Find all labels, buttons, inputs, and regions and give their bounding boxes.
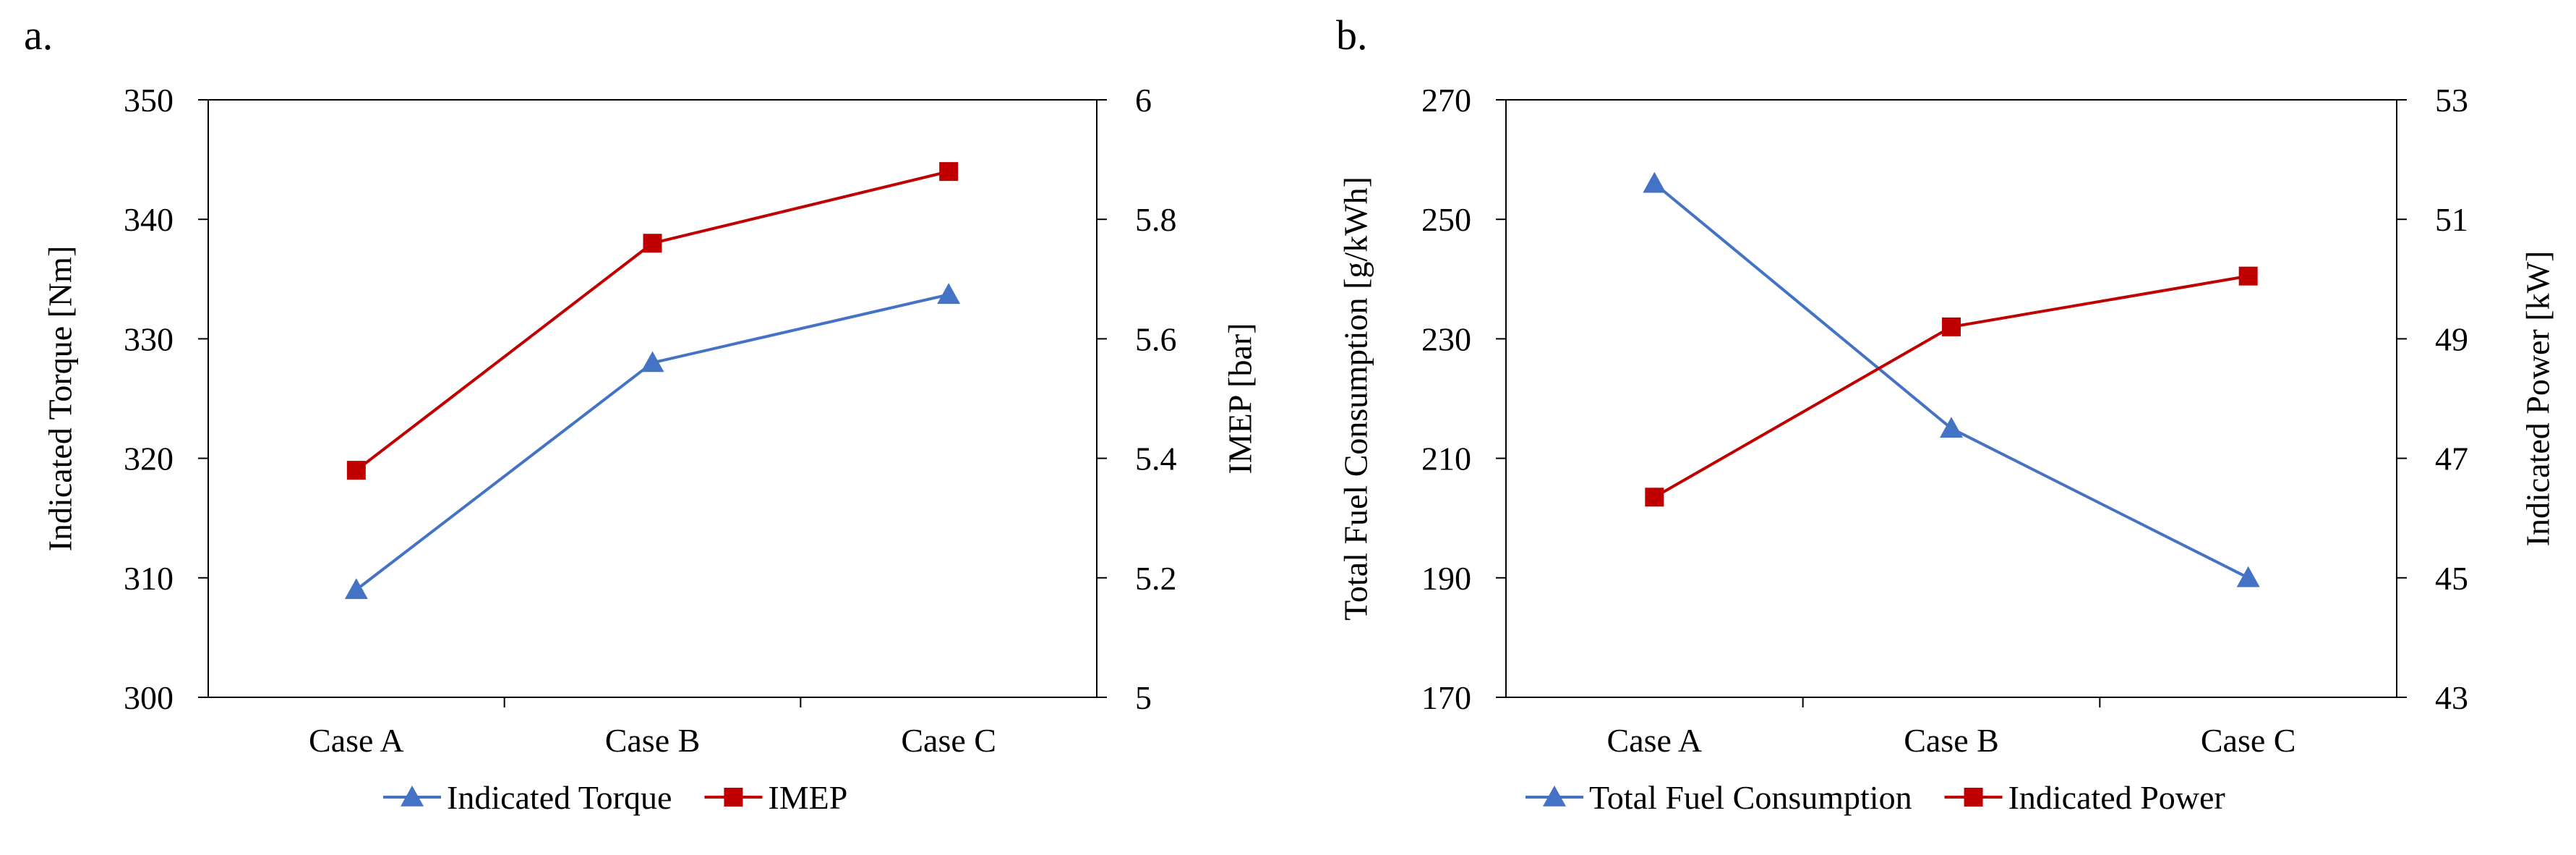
y2-tick-label: 47: [2435, 441, 2468, 477]
plot-frame: [1505, 99, 2397, 698]
x-tick-label: Case B: [1904, 722, 1999, 759]
legend-label-2: IMEP: [768, 779, 847, 816]
y-tick-label: 320: [124, 441, 174, 477]
plot-frame: [207, 99, 1097, 698]
y2-tick-label: 5: [1135, 679, 1152, 716]
y2-axis-title: Indicated Power [kW]: [2520, 251, 2556, 547]
y-tick-label: 230: [1421, 320, 1471, 357]
chart-panel-1: a. Case A Case B Case C 300 310 320 330 340 350 5 5…: [24, 12, 1259, 816]
series-line-2: [1653, 274, 2249, 499]
legend-marker-2: [724, 788, 743, 807]
data-point-series-1: [344, 578, 368, 600]
y-axis-title: Indicated Torque [Nm]: [42, 246, 79, 552]
legend-label-1: Indicated Torque: [447, 779, 672, 816]
y-tick-label: 270: [1421, 82, 1471, 119]
data-point-series-1: [1643, 171, 1666, 193]
y2-tick-label: 53: [2435, 82, 2468, 119]
legend-marker-1: [1543, 786, 1566, 807]
y2-tick-label: 51: [2435, 201, 2468, 238]
y2-tick-label: 5.8: [1135, 201, 1177, 238]
data-point-series-2: [643, 234, 662, 253]
x-tick-label: Case A: [1607, 722, 1703, 759]
panel-label: a.: [24, 12, 53, 59]
series-line-2: [355, 170, 949, 472]
y-tick-label: 340: [124, 201, 174, 238]
data-point-series-2: [1645, 488, 1664, 507]
y2-axis-title: IMEP [bar]: [1222, 323, 1259, 474]
data-point-series-2: [2238, 266, 2258, 286]
x-tick-label: Case A: [309, 722, 404, 759]
legend-marker-1: [401, 786, 424, 807]
series-line-1: [355, 293, 949, 591]
series-line-1: [1653, 182, 2249, 579]
y2-tick-label: 5.6: [1135, 320, 1177, 357]
y2-tick-label: 49: [2435, 320, 2468, 357]
chart-panel-2: b. Case A Case B Case C 170 190 210 230 250 270 43…: [1336, 12, 2556, 816]
y-tick-label: 330: [124, 320, 174, 357]
y2-tick-label: 5.2: [1135, 560, 1177, 597]
y2-tick-label: 43: [2435, 679, 2468, 716]
data-point-series-1: [2236, 566, 2260, 587]
data-point-series-1: [1940, 417, 1963, 438]
y-axis-title: Total Fuel Consumption [g/kWh]: [1338, 176, 1374, 621]
x-tick-label: Case C: [2201, 722, 2296, 759]
y2-tick-label: 6: [1135, 82, 1152, 119]
panel-label: b.: [1336, 12, 1368, 59]
x-tick-label: Case C: [901, 722, 996, 759]
y-tick-label: 300: [124, 679, 174, 716]
legend-label-2: Indicated Power: [2008, 779, 2225, 816]
data-point-series-2: [939, 162, 959, 182]
data-point-series-2: [1942, 317, 1961, 336]
y-tick-label: 310: [124, 560, 174, 597]
y-tick-label: 170: [1421, 679, 1471, 716]
y-tick-label: 190: [1421, 560, 1471, 597]
data-point-series-2: [346, 461, 366, 480]
y-tick-label: 350: [124, 82, 174, 119]
y2-tick-label: 45: [2435, 560, 2468, 597]
x-tick-label: Case B: [605, 722, 701, 759]
legend-marker-2: [1964, 788, 1983, 807]
y-tick-label: 210: [1421, 441, 1471, 477]
data-point-series-1: [641, 351, 664, 373]
legend-label-1: Total Fuel Consumption: [1589, 779, 1912, 816]
y2-tick-label: 5.4: [1135, 441, 1177, 477]
data-point-series-1: [937, 283, 961, 305]
y-tick-label: 250: [1421, 201, 1471, 238]
